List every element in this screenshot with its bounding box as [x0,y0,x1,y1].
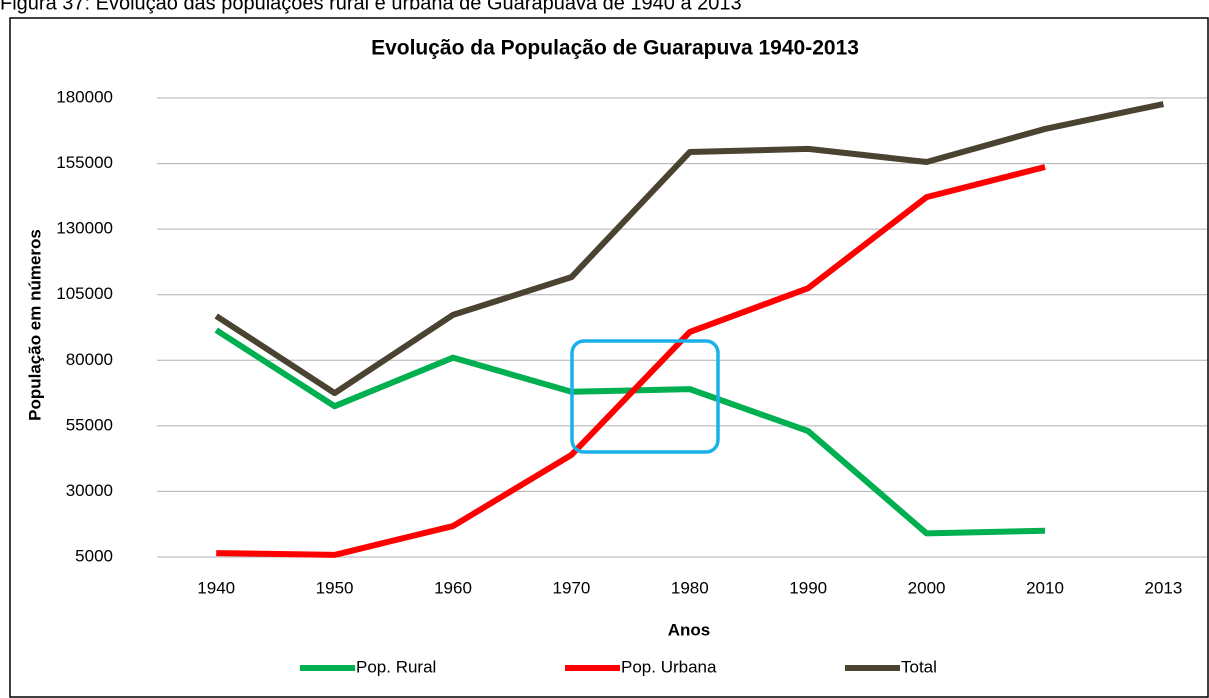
legend-label: Total [901,657,937,676]
y-tick-label: 55000 [66,415,113,434]
legend-label: Pop. Rural [356,657,436,676]
x-tick-label: 1990 [789,578,827,597]
x-tick-label: 1980 [671,578,709,597]
x-tick-label: 1970 [552,578,590,597]
x-tick-label: 1960 [434,578,472,597]
x-tick-label: 1950 [316,578,354,597]
y-tick-label: 5000 [75,546,113,565]
x-axis-label: Anos [668,620,711,639]
series-line [216,164,1046,558]
y-tick-label: 155000 [56,153,113,172]
y-tick-label: 180000 [56,87,113,106]
figure-caption: Figura 37: Evolução das populações rural… [0,0,742,14]
plot: 5000 30000 55000 80000 105000 130000 155000 180… [56,87,1207,597]
chart-title: Evolução da População de Guarapuva 1940-… [371,37,859,60]
legend-label: Pop. Urbana [621,657,717,676]
y-axis-label: População em números [25,229,44,421]
x-tick-label: 2013 [1144,578,1182,597]
series-line [214,101,1165,397]
chart-frame [9,17,1209,698]
highlight-box [570,339,720,454]
x-tick-label: 1940 [197,578,235,597]
y-tick-label: 30000 [66,481,113,500]
x-tick-label: 2010 [1026,578,1064,597]
x-tick-label: 2000 [908,578,946,597]
y-tick-label: 105000 [56,284,113,303]
y-tick-label: 130000 [56,219,113,238]
y-tick-label: 80000 [66,350,113,369]
